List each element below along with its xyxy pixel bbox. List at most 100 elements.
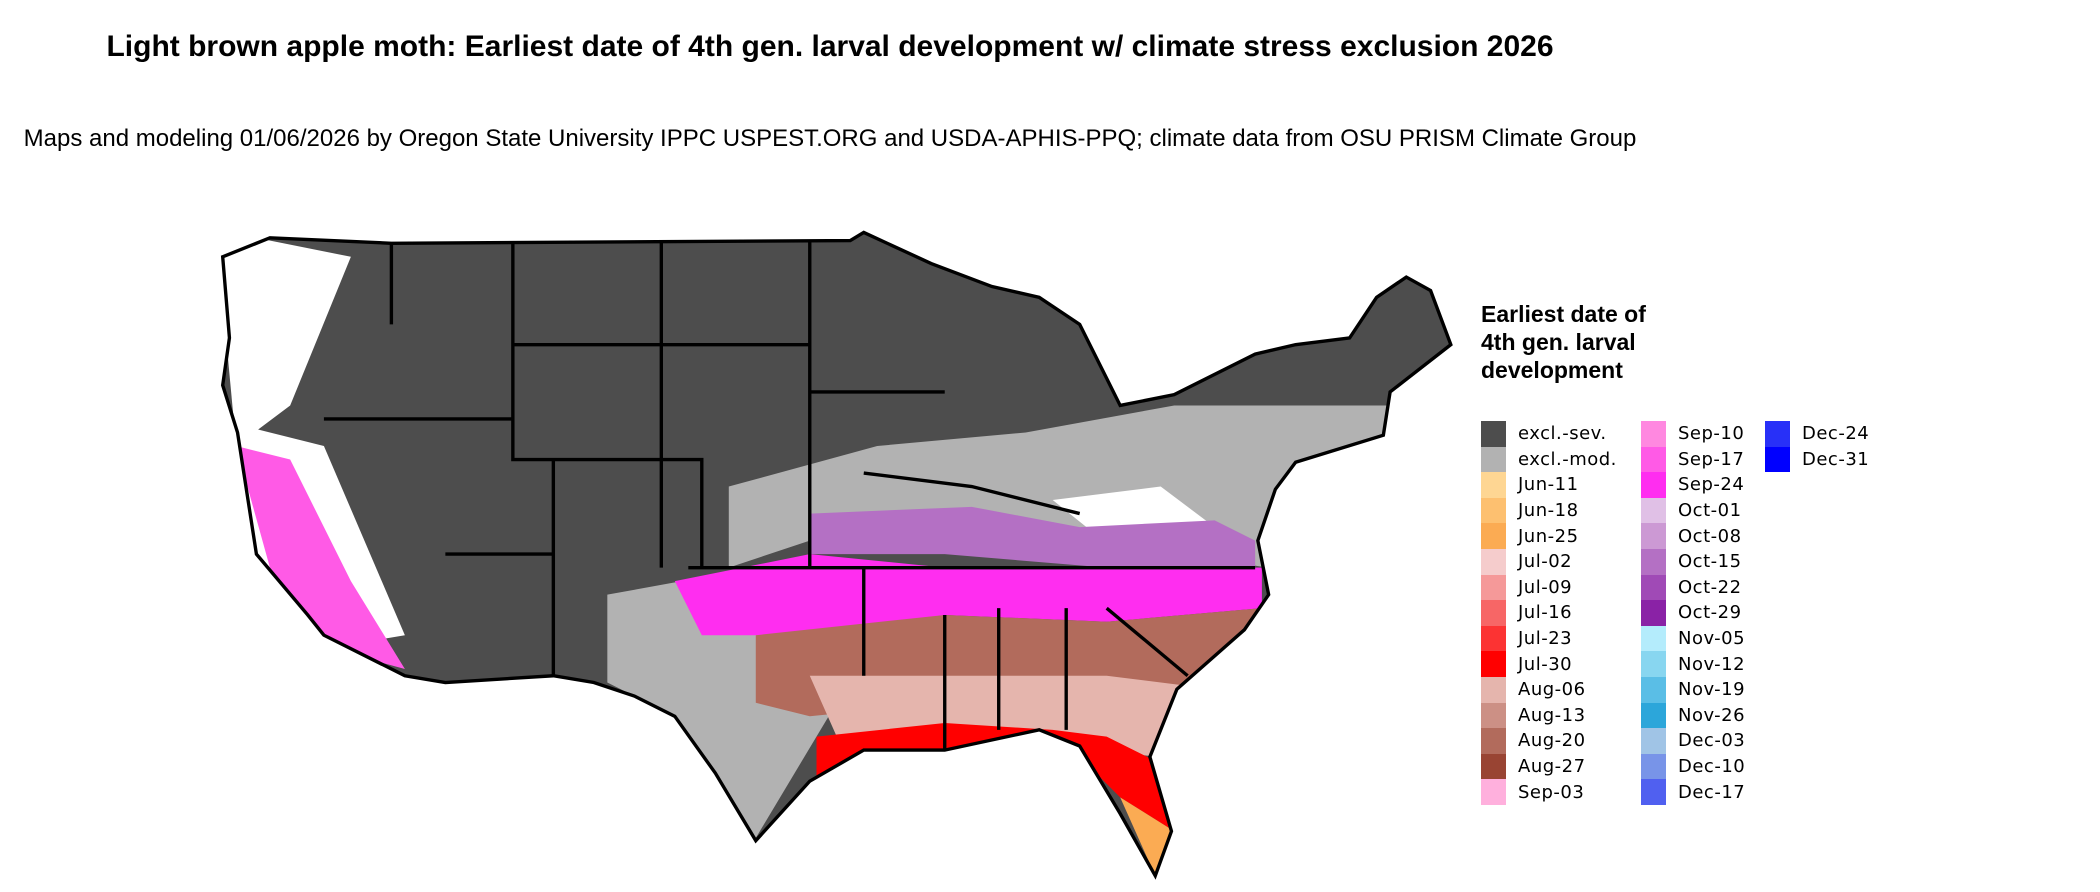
legend-item: Jul-16 xyxy=(1481,600,1572,626)
legend-label: Jun-25 xyxy=(1518,525,1579,547)
legend-item: excl.-mod. xyxy=(1481,446,1617,473)
legend-item: Jul-23 xyxy=(1481,625,1573,652)
legend-item: Jun-25 xyxy=(1481,523,1579,549)
legend-item: Aug-06 xyxy=(1481,677,1586,703)
legend-title: Earliest date of 4th gen. larval develop… xyxy=(1481,301,1646,383)
legend-label: Oct-01 xyxy=(1678,500,1742,522)
region-california-sep xyxy=(236,446,405,669)
legend-label: Nov-05 xyxy=(1678,628,1746,650)
legend-label: excl.-sev. xyxy=(1518,423,1607,445)
legend-swatch xyxy=(1641,625,1666,652)
legend-label: Sep-03 xyxy=(1518,781,1585,803)
legend-item: Dec-10 xyxy=(1641,753,1746,780)
legend-label: Oct-15 xyxy=(1678,551,1742,573)
legend-swatch xyxy=(1641,497,1666,524)
legend-swatch xyxy=(1641,753,1666,780)
legend-item: Sep-03 xyxy=(1481,779,1584,805)
legend-swatch xyxy=(1641,472,1666,498)
legend-swatch xyxy=(1765,421,1790,447)
legend-item: Jun-18 xyxy=(1481,497,1579,524)
map-subtitle: Maps and modeling 01/06/2026 by Oregon S… xyxy=(23,125,1637,152)
legend-item: Dec-03 xyxy=(1641,728,1745,754)
legend-label: Dec-24 xyxy=(1802,423,1870,445)
legend-label: Oct-08 xyxy=(1678,525,1742,547)
legend-swatch xyxy=(1481,651,1506,677)
legend-label: Sep-24 xyxy=(1678,474,1745,496)
legend-label: Jun-18 xyxy=(1518,500,1579,522)
legend-item: Jul-02 xyxy=(1481,549,1572,575)
legend-swatch xyxy=(1481,523,1506,549)
legend-swatch xyxy=(1641,549,1666,575)
legend-swatch xyxy=(1641,702,1666,729)
legend-item: Aug-27 xyxy=(1481,753,1586,780)
legend-swatch xyxy=(1641,651,1666,677)
legend-label: Aug-06 xyxy=(1518,679,1586,701)
legend-label: Sep-10 xyxy=(1678,423,1745,445)
legend-label: Dec-17 xyxy=(1678,781,1746,803)
legend-swatch xyxy=(1641,523,1666,549)
legend-swatch xyxy=(1481,677,1506,703)
legend-item: Jul-09 xyxy=(1481,574,1573,601)
legend-label: Dec-03 xyxy=(1678,730,1746,752)
legend-item: Oct-08 xyxy=(1641,523,1742,549)
legend-item: Aug-20 xyxy=(1481,728,1586,754)
legend-label: Aug-13 xyxy=(1518,704,1586,726)
legend-item: Dec-31 xyxy=(1765,446,1870,473)
legend-item: Sep-17 xyxy=(1641,446,1745,473)
legend-label: Oct-22 xyxy=(1678,576,1742,598)
legend-swatch xyxy=(1641,600,1666,626)
legend-swatch xyxy=(1641,574,1666,601)
legend-item: Sep-24 xyxy=(1641,472,1744,498)
legend-label: Dec-31 xyxy=(1802,448,1870,470)
legend-swatch xyxy=(1481,421,1506,447)
legend-label: Aug-20 xyxy=(1518,730,1586,752)
legend-swatch xyxy=(1481,446,1506,473)
legend-item: Sep-10 xyxy=(1641,421,1744,447)
legend-label: Dec-10 xyxy=(1678,756,1746,778)
legend-label: Aug-27 xyxy=(1518,756,1586,778)
legend-item: Dec-24 xyxy=(1765,421,1869,447)
legend-label: Jul-02 xyxy=(1518,551,1573,573)
legend-label: Nov-19 xyxy=(1678,679,1746,701)
legend-label: Oct-29 xyxy=(1678,602,1742,624)
legend-item: Oct-29 xyxy=(1641,600,1742,626)
legend-label: Nov-26 xyxy=(1678,704,1746,726)
legend-item: excl.-sev. xyxy=(1481,421,1607,447)
legend-swatch xyxy=(1641,446,1666,473)
region-oct-band xyxy=(809,506,1256,568)
legend-label: excl.-mod. xyxy=(1518,448,1617,470)
legend-swatch xyxy=(1641,779,1666,805)
legend-swatch xyxy=(1481,574,1506,601)
legend-swatch xyxy=(1481,625,1506,652)
legend-item: Jul-30 xyxy=(1481,651,1572,677)
legend-item: Nov-26 xyxy=(1641,702,1746,729)
legend-swatch xyxy=(1765,446,1790,473)
legend-label: Jun-11 xyxy=(1518,474,1579,496)
legend-item: Oct-15 xyxy=(1641,549,1742,575)
legend-label: Jul-09 xyxy=(1518,576,1573,598)
legend-swatch xyxy=(1481,549,1506,575)
state-borders xyxy=(220,230,1453,878)
legend-label: Sep-17 xyxy=(1678,448,1745,470)
legend: Earliest date of 4th gen. larval develop… xyxy=(1481,300,1869,805)
legend-swatch xyxy=(1481,472,1506,498)
legend-item: Nov-05 xyxy=(1641,625,1746,652)
legend-swatch xyxy=(1481,753,1506,780)
legend-item: Jun-11 xyxy=(1481,472,1579,498)
legend-item: Nov-12 xyxy=(1641,651,1745,677)
legend-swatch xyxy=(1481,497,1506,524)
legend-swatch xyxy=(1641,728,1666,754)
legend-label: Jul-23 xyxy=(1518,628,1573,650)
map-title: Light brown apple moth: Earliest date of… xyxy=(106,30,1554,63)
legend-item: Oct-01 xyxy=(1641,497,1742,524)
legend-item: Aug-13 xyxy=(1481,702,1586,729)
legend-swatch xyxy=(1481,702,1506,729)
legend-item: Dec-17 xyxy=(1641,779,1745,805)
legend-label: Jul-30 xyxy=(1518,653,1573,675)
legend-swatch xyxy=(1481,728,1506,754)
legend-label: Jul-16 xyxy=(1518,602,1573,624)
legend-item: Oct-22 xyxy=(1641,574,1742,601)
region-unshaded-northwest xyxy=(222,232,351,446)
legend-swatch xyxy=(1481,600,1506,626)
